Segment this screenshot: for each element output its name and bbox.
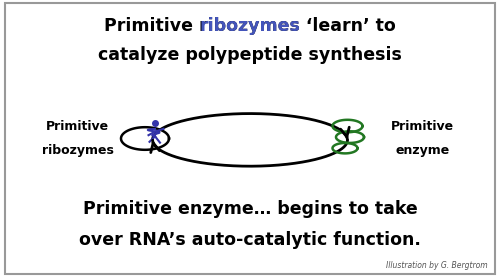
Text: ribozymes: ribozymes <box>199 17 300 35</box>
Text: catalyze polypeptide synthesis: catalyze polypeptide synthesis <box>98 47 402 64</box>
Text: Primitive enzyme… begins to take: Primitive enzyme… begins to take <box>82 200 417 218</box>
Text: Illustration by G. Bergtrom: Illustration by G. Bergtrom <box>386 261 488 270</box>
Text: Primitive: Primitive <box>46 120 109 132</box>
Text: enzyme: enzyme <box>396 145 450 157</box>
Text: Primitive: Primitive <box>391 120 454 132</box>
Text: Primitive ribozymes ‘learn’ to: Primitive ribozymes ‘learn’ to <box>104 17 396 35</box>
Text: over RNA’s auto-catalytic function.: over RNA’s auto-catalytic function. <box>79 231 421 248</box>
Text: ribozymes: ribozymes <box>42 145 114 157</box>
